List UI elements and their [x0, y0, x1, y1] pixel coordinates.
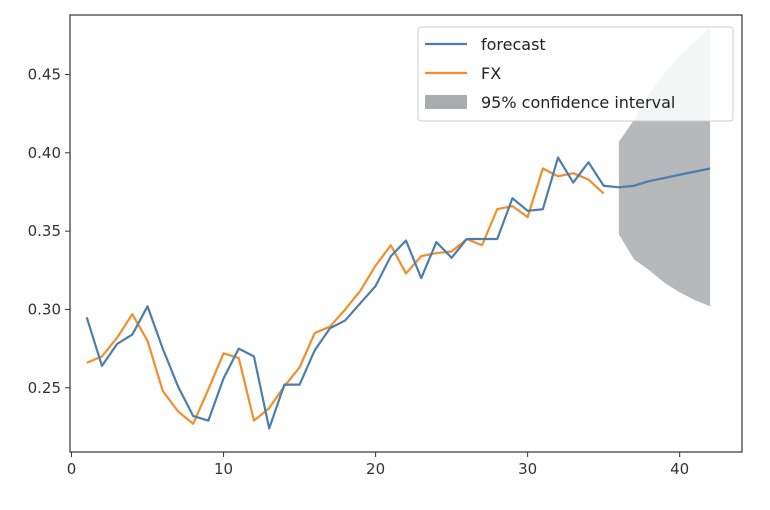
x-tick-label: 0 — [67, 460, 77, 478]
data-point-forecast — [147, 305, 149, 307]
data-point-forecast — [390, 255, 392, 257]
data-point-forecast — [435, 241, 437, 243]
data-point-forecast — [344, 319, 346, 321]
x-tick-label: 10 — [214, 460, 233, 478]
data-point-forecast — [466, 238, 468, 240]
data-point-fx — [101, 355, 103, 357]
data-point-forecast — [405, 240, 407, 242]
data-point-fx — [162, 390, 164, 392]
data-point-fx — [587, 178, 589, 180]
data-point-fx — [603, 193, 605, 195]
data-point-fx — [435, 252, 437, 254]
data-point-fx — [86, 362, 88, 364]
series-line-fx — [86, 167, 605, 425]
data-point-forecast — [709, 167, 711, 169]
y-tick-label: 0.30 — [28, 300, 61, 318]
data-point-forecast — [375, 285, 377, 287]
data-point-fx — [527, 216, 529, 218]
series-layer — [85, 156, 711, 430]
plot-area-frame — [69, 14, 743, 453]
data-point-fx — [207, 388, 209, 390]
data-point-forecast — [329, 327, 331, 329]
data-point-forecast — [587, 161, 589, 163]
data-point-forecast — [451, 257, 453, 259]
data-point-forecast — [618, 186, 620, 188]
data-point-forecast — [496, 238, 498, 240]
data-point-forecast — [223, 377, 225, 379]
y-tick-label: 0.35 — [28, 222, 61, 240]
data-point-forecast — [207, 420, 209, 422]
data-point-forecast — [633, 185, 635, 187]
data-point-fx — [223, 352, 225, 354]
data-point-forecast — [572, 182, 574, 184]
legend-swatch-confidence-interval — [425, 95, 467, 109]
data-point-forecast — [511, 197, 513, 199]
data-point-forecast — [679, 174, 681, 176]
data-point-fx — [268, 407, 270, 409]
x-tick-label: 30 — [518, 460, 537, 478]
data-point-fx — [314, 332, 316, 334]
x-tick-label: 20 — [366, 460, 385, 478]
legend-label-confidence-interval: 95% confidence interval — [481, 93, 675, 112]
data-point-forecast — [420, 277, 422, 279]
data-point-forecast — [694, 171, 696, 173]
data-point-forecast — [663, 177, 665, 179]
axis-ticks: 0 10 20 30 40 0.25 0.30 0.35 0.40 0.45 — [28, 66, 690, 478]
data-point-forecast — [314, 349, 316, 351]
legend-label-forecast: forecast — [481, 35, 546, 54]
data-point-fx — [557, 175, 559, 177]
data-point-fx — [572, 172, 574, 174]
data-point-fx — [177, 410, 179, 412]
data-point-fx — [420, 255, 422, 257]
y-tick-label: 0.45 — [28, 66, 61, 84]
y-tick-label: 0.25 — [28, 379, 61, 397]
data-point-fx — [238, 357, 240, 359]
data-point-forecast — [268, 428, 270, 430]
data-point-forecast — [162, 348, 164, 350]
data-point-forecast — [116, 343, 118, 345]
data-point-forecast — [527, 210, 529, 212]
data-point-forecast — [192, 415, 194, 417]
data-point-fx — [511, 205, 513, 207]
data-point-fx — [116, 337, 118, 339]
data-point-fx — [405, 272, 407, 274]
legend-label-fx: FX — [481, 64, 501, 83]
legend-box — [417, 26, 734, 122]
data-point-fx — [131, 313, 133, 315]
data-point-fx — [496, 208, 498, 210]
data-point-forecast — [86, 316, 88, 318]
data-point-forecast — [101, 365, 103, 367]
data-point-forecast — [542, 208, 544, 210]
data-point-forecast — [359, 302, 361, 304]
data-point-forecast — [283, 384, 285, 386]
data-point-fx — [375, 265, 377, 267]
data-point-fx — [344, 308, 346, 310]
data-point-forecast — [603, 185, 605, 187]
data-point-forecast — [238, 348, 240, 350]
data-point-forecast — [177, 385, 179, 387]
data-point-fx — [192, 423, 194, 425]
data-point-fx — [542, 167, 544, 169]
data-point-fx — [481, 244, 483, 246]
data-point-forecast — [299, 384, 301, 386]
data-point-fx — [390, 244, 392, 246]
data-point-fx — [299, 366, 301, 368]
data-point-forecast — [481, 238, 483, 240]
data-point-fx — [451, 251, 453, 253]
x-tick-label: 40 — [670, 460, 689, 478]
data-point-fx — [147, 340, 149, 342]
legend: forecast FX 95% confidence interval — [417, 26, 734, 122]
data-point-forecast — [557, 157, 559, 159]
y-tick-label: 0.40 — [28, 144, 61, 162]
data-point-forecast — [131, 334, 133, 336]
series-line-forecast — [85, 156, 711, 430]
data-point-forecast — [648, 180, 650, 182]
data-point-fx — [253, 420, 255, 422]
data-point-fx — [359, 290, 361, 292]
data-point-forecast — [253, 355, 255, 357]
